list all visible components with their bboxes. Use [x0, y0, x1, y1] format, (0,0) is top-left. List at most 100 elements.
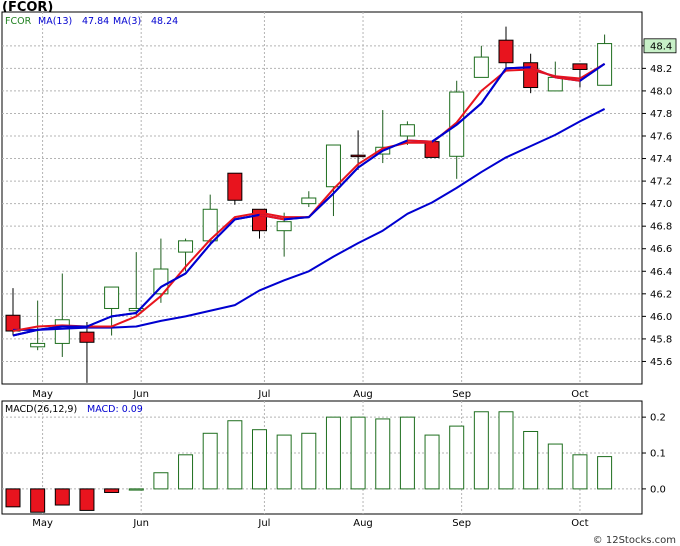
macd-bar — [547, 443, 563, 490]
price-ytick-label: 47.8 — [650, 109, 672, 120]
macd-bar — [473, 411, 489, 490]
macd-bar — [572, 454, 588, 490]
ma3-up-segment — [382, 139, 408, 152]
ma3-up-segment — [431, 123, 458, 143]
ma3-up-segment — [332, 166, 359, 195]
macd-bar — [449, 425, 465, 490]
macd-ytick-label: 0.1 — [650, 449, 666, 460]
macd-bar — [178, 454, 194, 490]
ma3-up-segment — [111, 311, 137, 318]
macd-bar — [128, 488, 144, 491]
candle-body — [276, 221, 292, 232]
macd-bar — [5, 488, 21, 508]
candle-body — [424, 141, 440, 158]
candle-body — [227, 172, 243, 201]
legend-ma3-value: 48.24 — [151, 16, 178, 27]
macd-bar — [79, 488, 95, 511]
macd-bar — [325, 416, 341, 490]
price-xtick-label: May — [32, 389, 53, 400]
candle-body — [572, 63, 588, 70]
macd-xtick-label: Jul — [257, 518, 270, 529]
macd-bar — [153, 472, 169, 490]
price-ytick-label: 47.2 — [650, 177, 672, 188]
macd-bar — [399, 416, 415, 490]
candle-body — [498, 39, 514, 64]
chart-title: (FCOR) — [2, 0, 54, 15]
price-ytick-label: 47.0 — [650, 199, 672, 210]
price-xtick-label: Aug — [353, 389, 373, 400]
candle-body — [301, 197, 317, 205]
macd-ytick-label: 0.0 — [650, 484, 666, 495]
legend-macd-value: MACD: 0.09 — [87, 404, 143, 415]
legend-ma13-value: 47.84 — [82, 16, 109, 27]
macd-bar — [597, 456, 613, 490]
price-ytick-label: 48.2 — [650, 64, 672, 75]
ma3-up-segment — [480, 67, 507, 104]
ma3-up-segment — [357, 149, 384, 169]
ma3-up-segment — [505, 66, 531, 70]
ma3-down-segment — [407, 139, 433, 143]
macd-xtick-label: Aug — [353, 518, 373, 529]
ma3-up-segment — [234, 213, 260, 221]
ma3-down-segment — [259, 213, 285, 221]
macd-bar — [276, 434, 292, 490]
ma3-down-segment — [555, 76, 581, 82]
price-ytick-label: 48.0 — [650, 86, 672, 97]
candle-body — [5, 314, 21, 332]
macd-xtick-label: Jun — [132, 518, 149, 529]
candle-body — [79, 331, 95, 343]
price-ytick-label: 46.6 — [650, 244, 672, 255]
candle-body — [547, 76, 563, 92]
macd-bar — [54, 488, 70, 506]
macd-bar — [227, 420, 243, 490]
macd-xtick-label: May — [32, 518, 53, 529]
credit-label: © 12Stocks.com — [592, 535, 676, 546]
price-ytick-label: 45.6 — [650, 357, 672, 368]
macd-panel-frame — [1, 400, 643, 515]
candle-body — [399, 124, 415, 137]
ma3-up-segment — [86, 315, 112, 328]
ma3-up-segment — [12, 328, 38, 337]
candle-body — [350, 154, 366, 158]
candle-body — [30, 342, 46, 348]
ma3-up-segment — [37, 325, 63, 331]
candle-body — [178, 240, 194, 253]
price-ytick-label: 47.4 — [650, 154, 672, 165]
macd-bar — [523, 430, 539, 490]
macd-bar — [202, 432, 218, 490]
macd-bar — [30, 488, 46, 513]
macd-bar — [424, 434, 440, 490]
macd-bar — [104, 488, 120, 493]
price-ytick-label: 46.2 — [650, 289, 672, 300]
price-xtick-label: Sep — [452, 389, 471, 400]
price-ytick-label: 46.0 — [650, 312, 672, 323]
price-xtick-label: Jul — [257, 389, 270, 400]
price-xtick-label: Jun — [132, 389, 149, 400]
ma13-line — [13, 108, 606, 331]
candle-body — [153, 268, 169, 295]
last-price-badge — [643, 38, 677, 54]
macd-bar — [301, 432, 317, 490]
candle-body — [325, 144, 341, 188]
price-ytick-label: 47.6 — [650, 132, 672, 143]
ma3-up-segment — [160, 272, 187, 288]
macd-bar — [252, 429, 267, 490]
ma3-up-segment — [184, 243, 211, 275]
price-ytick-label: 46.8 — [650, 222, 672, 233]
macd-bar — [498, 411, 514, 490]
macd-ytick-label: 0.2 — [650, 413, 666, 424]
legend-ma13: MA(13) — [38, 16, 72, 27]
legend-ma3: MA(3) — [113, 16, 141, 27]
macd-xtick-label: Oct — [571, 518, 588, 529]
ma3-up-segment — [135, 286, 162, 314]
candle-body — [473, 56, 489, 78]
macd-bar — [350, 416, 366, 490]
ma3-down-segment — [530, 66, 556, 79]
ma3-up-segment — [579, 63, 606, 82]
price-xtick-label: Oct — [571, 389, 588, 400]
price-ytick-label: 45.8 — [650, 334, 672, 345]
macd-bar — [375, 418, 391, 490]
candle-body — [54, 319, 70, 344]
